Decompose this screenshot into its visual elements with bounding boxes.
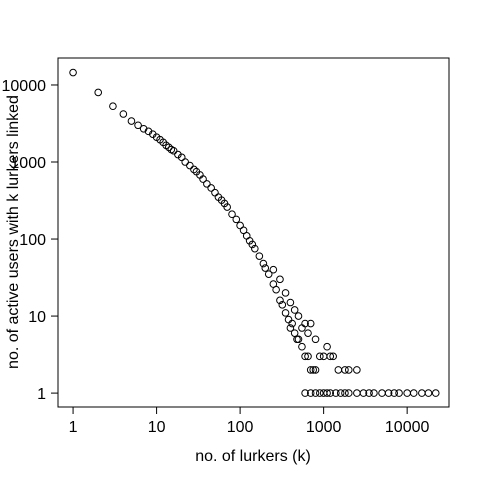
y-tick-label: 100 xyxy=(19,232,46,249)
point xyxy=(395,389,403,397)
point xyxy=(284,315,293,324)
point xyxy=(431,389,440,397)
y-tick-label: 10000 xyxy=(2,78,47,95)
point xyxy=(326,389,335,397)
x-axis-label: no. of lurkers (k) xyxy=(195,448,311,465)
point xyxy=(316,389,324,397)
point xyxy=(207,184,215,192)
point xyxy=(264,270,273,278)
point xyxy=(259,259,268,268)
point xyxy=(418,389,426,397)
point xyxy=(261,264,270,272)
point xyxy=(272,285,280,294)
point xyxy=(94,88,103,97)
point xyxy=(199,175,207,183)
point xyxy=(288,319,296,328)
point xyxy=(424,389,433,397)
point xyxy=(311,389,320,397)
y-tick-label: 10 xyxy=(28,309,46,326)
point xyxy=(332,389,340,397)
point xyxy=(323,342,331,351)
point xyxy=(169,146,178,155)
point xyxy=(294,335,303,344)
point xyxy=(236,221,244,230)
point xyxy=(329,352,337,361)
point xyxy=(127,117,136,125)
point xyxy=(294,312,303,320)
point xyxy=(251,244,259,253)
point xyxy=(311,335,320,344)
point xyxy=(319,352,328,361)
point xyxy=(378,389,386,397)
y-tick-label: 1 xyxy=(37,386,46,403)
point xyxy=(69,68,77,77)
point xyxy=(134,121,142,130)
point xyxy=(281,289,290,297)
x-tick-label: 1000 xyxy=(306,419,342,436)
point xyxy=(278,301,287,309)
point xyxy=(326,352,335,361)
point xyxy=(298,324,306,332)
point xyxy=(306,366,315,374)
point xyxy=(353,389,361,397)
point xyxy=(269,265,278,274)
point xyxy=(181,158,189,166)
point xyxy=(276,296,284,305)
point xyxy=(301,352,309,361)
point xyxy=(306,319,315,328)
point xyxy=(223,203,231,211)
point xyxy=(232,215,241,224)
point xyxy=(290,306,299,314)
point xyxy=(190,165,198,174)
point xyxy=(301,319,309,328)
point xyxy=(255,252,264,260)
point xyxy=(316,352,324,361)
point xyxy=(403,389,411,397)
point xyxy=(186,161,194,170)
point xyxy=(239,226,248,235)
point xyxy=(248,240,257,249)
x-tick-label: 10000 xyxy=(385,419,430,436)
point xyxy=(306,389,315,397)
point xyxy=(109,102,117,111)
x-tick-label: 100 xyxy=(227,419,254,436)
point xyxy=(304,329,312,337)
point xyxy=(344,389,353,397)
point xyxy=(298,342,306,351)
point xyxy=(344,366,353,374)
point xyxy=(304,352,312,361)
point xyxy=(341,389,349,397)
point xyxy=(286,298,295,307)
point xyxy=(119,110,128,118)
point xyxy=(301,389,309,397)
point xyxy=(311,366,320,374)
point xyxy=(309,366,317,374)
y-axis-label: no. of active users with k lurkers linke… xyxy=(5,95,22,369)
point xyxy=(286,324,295,332)
x-tick-label: 1 xyxy=(69,419,78,436)
point xyxy=(359,389,368,397)
y-tick-label: 1000 xyxy=(10,155,46,172)
point xyxy=(390,389,399,397)
point xyxy=(409,389,418,397)
point xyxy=(370,389,378,397)
point xyxy=(323,389,331,397)
point xyxy=(334,366,343,374)
point xyxy=(228,210,236,219)
point xyxy=(365,389,373,397)
point xyxy=(203,180,211,188)
point xyxy=(341,366,349,374)
point xyxy=(242,232,251,240)
point xyxy=(276,275,284,284)
plot-frame xyxy=(57,57,450,408)
point xyxy=(336,389,345,397)
point xyxy=(211,188,219,197)
point xyxy=(281,309,290,317)
x-tick-label: 10 xyxy=(148,419,166,436)
point xyxy=(353,366,361,374)
point xyxy=(384,389,393,397)
